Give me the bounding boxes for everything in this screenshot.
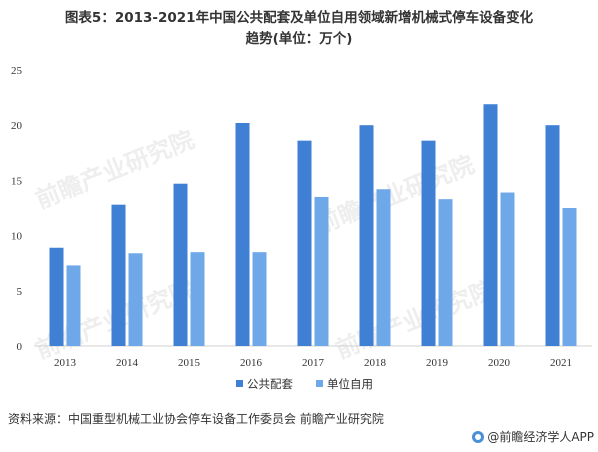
y-tick-label: 0 — [17, 341, 23, 353]
bar-series1-2017 — [297, 140, 312, 346]
chart-title: 图表5：2013-2021年中国公共配套及单位自用领域新增机械式停车设备变化 趋… — [0, 8, 598, 50]
bar-series2-2013 — [66, 265, 81, 346]
bar-series2-2014 — [128, 253, 143, 346]
x-tick-label: 2013 — [54, 357, 77, 369]
bar-series1-2015 — [173, 183, 188, 346]
brand-credit: @前瞻经济学人APP — [472, 428, 594, 445]
x-tick-label: 2015 — [178, 357, 201, 369]
chart-title-line-1: 图表5：2013-2021年中国公共配套及单位自用领域新增机械式停车设备变化 — [64, 10, 534, 26]
bar-series1-2020 — [483, 104, 498, 346]
bar-series1-2019 — [421, 140, 436, 346]
chart-title-line-2: 趋势(单位：万个) — [245, 31, 353, 47]
y-tick-label: 5 — [17, 286, 23, 298]
legend-swatch-1 — [236, 380, 243, 387]
y-tick-label: 15 — [11, 175, 23, 187]
bar-series1-2018 — [359, 125, 374, 346]
brand-text: @前瞻经济学人APP — [487, 430, 594, 444]
y-tick-label: 25 — [11, 65, 23, 77]
legend-label-2: 单位自用 — [327, 377, 373, 391]
bar-series2-2017 — [314, 196, 329, 346]
brand-logo-icon — [472, 430, 485, 443]
y-tick-label: 10 — [11, 231, 23, 243]
x-tick-label: 2017 — [302, 357, 325, 369]
x-tick-label: 2020 — [488, 357, 511, 369]
bar-series2-2015 — [190, 252, 205, 346]
legend-swatch-2 — [316, 380, 323, 387]
bar-series2-2021 — [562, 208, 577, 346]
x-tick-label: 2018 — [364, 357, 387, 369]
bar-series1-2014 — [111, 204, 126, 346]
bar-series2-2019 — [438, 199, 453, 346]
bar-series1-2013 — [49, 247, 64, 346]
bar-series2-2016 — [252, 252, 267, 346]
bar-series1-2021 — [545, 125, 560, 346]
x-tick-label: 2019 — [426, 357, 449, 369]
x-tick-label: 2021 — [550, 357, 572, 369]
legend-label-1: 公共配套 — [247, 377, 293, 391]
source-note: 资料来源：中国重型机械工业协会停车设备工作委员会 前瞻产业研究院 — [8, 412, 384, 426]
y-tick-label: 20 — [11, 120, 23, 132]
bar-series2-2018 — [376, 189, 391, 346]
bar-series2-2020 — [500, 192, 515, 346]
x-tick-label: 2016 — [240, 357, 263, 369]
bar-series1-2016 — [235, 122, 250, 346]
x-tick-label: 2014 — [116, 357, 139, 369]
